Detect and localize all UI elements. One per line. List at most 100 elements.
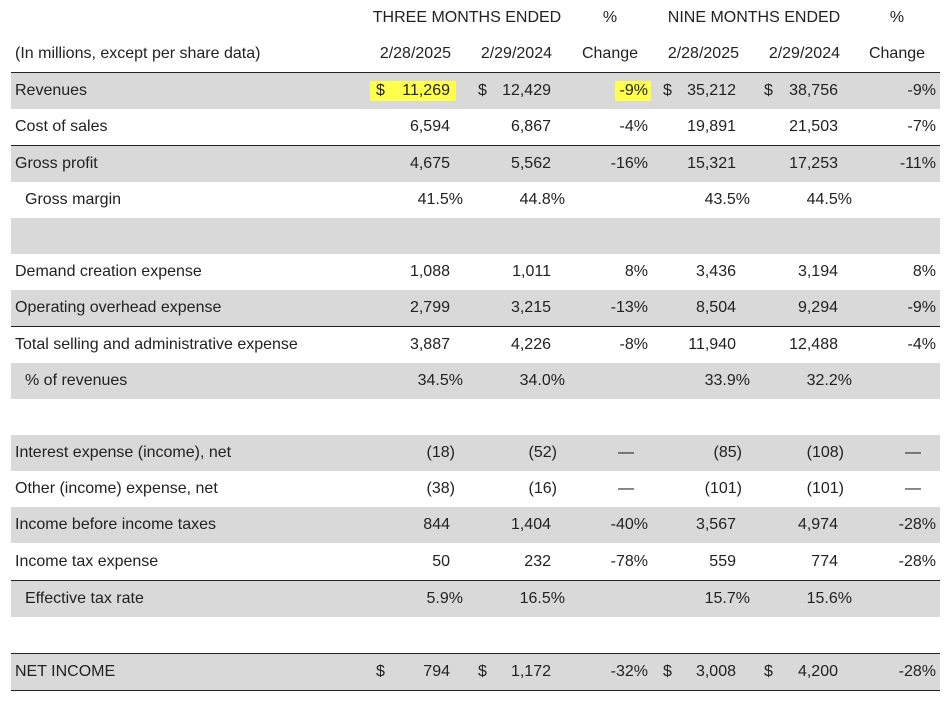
value-9m-2025: 15.7% (704, 590, 750, 607)
row-label: Income tax expense (15, 552, 159, 570)
value-9m-2024: (108) (806, 444, 844, 461)
header-date-a: 2/28/2025 (379, 45, 451, 62)
header-change-2: Change (868, 45, 926, 62)
change-3m: -9% (619, 82, 648, 99)
change-3m: -8% (619, 336, 648, 353)
change-9m: -28% (898, 552, 936, 570)
value-9m-2024: 774 (811, 552, 838, 570)
table-row-demand-creation: Demand creation expense 1,088 1,011 8% 3… (11, 254, 940, 290)
value-3m-2025: 11,269 (402, 82, 450, 99)
value-9m-2024: (101) (806, 480, 844, 497)
value-3m-2025: 4,675 (409, 155, 450, 172)
value-9m-2025: 11,940 (688, 336, 736, 353)
value-3m-2025: (38) (426, 480, 455, 497)
change-3m: -4% (619, 117, 648, 135)
header-date-b: 2/29/2024 (480, 45, 552, 62)
change-9m: -4% (907, 336, 936, 353)
table-row-cost-of-sales: Cost of sales 6,594 6,867 -4% 19,891 21,… (11, 108, 940, 146)
change-9m: -28% (898, 663, 936, 680)
row-label: Demand creation expense (15, 263, 202, 280)
value-3m-2024: 16.5% (519, 590, 565, 607)
currency-symbol: $ (478, 82, 487, 99)
value-3m-2024: 1,172 (510, 663, 551, 680)
value-9m-2025: 3,436 (695, 263, 736, 280)
value-9m-2024: 3,194 (797, 263, 838, 280)
value-3m-2025: 50 (432, 552, 450, 570)
header-pct-1: % (602, 9, 618, 26)
currency-symbol: $ (764, 663, 773, 680)
value-9m-2025: 8,504 (695, 299, 736, 316)
row-label: Gross margin (25, 191, 122, 208)
value-3m-2025: 41.5% (417, 191, 463, 208)
table-row-gross-margin: Gross margin 41.5% 44.8% 43.5% 44.5% (11, 182, 940, 218)
value-3m-2024: 4,226 (510, 336, 551, 353)
value-9m-2024: 4,974 (797, 516, 838, 533)
value-3m-2024: 1,011 (512, 263, 551, 280)
value-9m-2025: 19,891 (687, 117, 736, 135)
change-9m: -28% (898, 516, 936, 533)
value-3m-2024: (52) (528, 444, 557, 461)
change-9m: 8% (912, 263, 936, 280)
change-9m: -7% (907, 117, 936, 135)
value-3m-2024: 3,215 (510, 299, 551, 316)
change-3m: -16% (610, 155, 648, 172)
header-pct-2: % (889, 9, 905, 26)
value-9m-2024: 15.6% (806, 590, 852, 607)
table-row-operating-overhead: Operating overhead expense 2,799 3,215 -… (11, 290, 940, 327)
change-3m: — (618, 480, 634, 497)
value-3m-2025: 3,887 (409, 336, 450, 353)
highlight-revenue-change (615, 81, 651, 101)
row-label: Gross profit (15, 155, 98, 172)
row-label: Effective tax rate (25, 590, 144, 607)
row-label: Operating overhead expense (15, 299, 222, 316)
header-date-c: 2/28/2025 (667, 45, 739, 62)
change-9m: -9% (907, 299, 936, 316)
row-label: Interest expense (income), net (15, 444, 232, 461)
currency-symbol: $ (376, 663, 385, 680)
value-9m-2024: 21,503 (789, 117, 838, 135)
change-9m: -9% (907, 82, 936, 99)
row-label: Other (income) expense, net (15, 480, 218, 497)
value-9m-2025: 3,567 (695, 516, 736, 533)
currency-symbol: $ (663, 82, 672, 99)
value-3m-2025: 6,594 (409, 117, 450, 135)
value-3m-2024: 1,404 (510, 516, 551, 533)
value-3m-2024: 6,867 (510, 117, 551, 135)
change-9m: — (905, 480, 921, 497)
change-3m: 8% (624, 263, 648, 280)
value-3m-2024: 12,429 (502, 82, 551, 99)
table-row-net-income: NET INCOME $ 794 $ 1,172 -32% $ 3,008 $ … (11, 653, 940, 691)
row-label: Total selling and administrative expense (15, 336, 298, 353)
value-3m-2024: (16) (528, 480, 557, 497)
value-9m-2024: 12,488 (789, 336, 838, 353)
table-row-total-sga: Total selling and administrative expense… (11, 327, 940, 363)
value-9m-2024: 32.2% (806, 372, 852, 389)
value-9m-2024: 17,253 (789, 155, 838, 172)
change-3m: -13% (610, 299, 648, 316)
value-3m-2024: 5,562 (510, 155, 551, 172)
value-9m-2025: 15,321 (687, 155, 736, 172)
table-row-effective-tax: Effective tax rate 5.9% 16.5% 15.7% 15.6… (11, 581, 940, 617)
change-3m: -78% (610, 552, 648, 570)
row-label: Cost of sales (15, 117, 108, 135)
header-date-d: 2/29/2024 (768, 45, 840, 62)
value-3m-2024: 232 (524, 552, 551, 570)
change-3m: — (618, 444, 634, 461)
value-3m-2024: 34.0% (519, 372, 565, 389)
value-9m-2025: 35,212 (687, 82, 736, 99)
header-change-1: Change (581, 45, 639, 62)
change-3m: -40% (610, 516, 648, 533)
value-3m-2025: 34.5% (417, 372, 463, 389)
table-row-other: Other (income) expense, net (38) (16) — … (11, 471, 940, 507)
header-nine-months: NINE MONTHS ENDED (667, 9, 841, 26)
table-row-revenues: Revenues $ 11,269 $ 12,429 -9% $ 35,212 … (11, 72, 940, 109)
value-9m-2025: (101) (704, 480, 742, 497)
row-label: Revenues (15, 82, 88, 99)
value-9m-2025: 33.9% (704, 372, 750, 389)
row-label: % of revenues (25, 372, 128, 389)
value-9m-2024: 38,756 (789, 82, 838, 99)
value-9m-2025: 3,008 (695, 663, 736, 680)
spacer-row (11, 218, 940, 254)
value-9m-2025: 559 (709, 552, 736, 570)
value-3m-2025: (18) (426, 444, 455, 461)
